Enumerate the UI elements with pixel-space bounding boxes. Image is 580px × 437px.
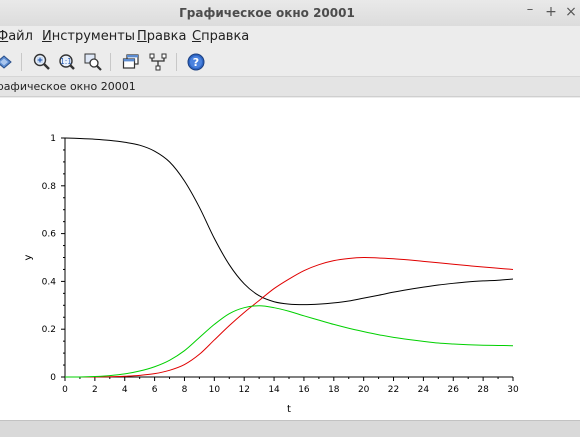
x-tick-label: 20 xyxy=(358,385,370,395)
x-tick-label: 14 xyxy=(268,385,280,395)
zoom-in-icon[interactable] xyxy=(32,52,52,72)
menu-file-mnemonic: Ф xyxy=(0,29,9,44)
maximize-button[interactable]: + xyxy=(545,4,557,20)
series-group xyxy=(64,137,514,378)
minimize-button[interactable]: – xyxy=(526,2,534,17)
zoom-reset-icon[interactable]: 1:1 xyxy=(57,52,77,72)
menu-edit-label: равка xyxy=(146,29,187,44)
toolbar-separator xyxy=(176,53,177,71)
menu-file[interactable]: Файл xyxy=(0,28,33,46)
svg-text:1:1: 1:1 xyxy=(60,57,72,66)
axes xyxy=(61,137,514,381)
x-tick-label: 18 xyxy=(328,385,340,395)
close-button[interactable]: × xyxy=(565,4,577,20)
zoom-area-icon[interactable] xyxy=(83,52,103,72)
series-black-line xyxy=(64,137,514,306)
y-tick-label: 0.6 xyxy=(42,230,57,240)
datatip-icon[interactable] xyxy=(148,52,168,72)
plot-area[interactable]: 0 2 4 6 8 10 12 14 16 18 20 22 24 26 28 30 0 0.2 0.4 0.6 0.8… xyxy=(0,98,580,420)
x-tick-label: 28 xyxy=(477,385,489,395)
x-tick-label: 2 xyxy=(92,385,98,395)
y-tick-label: 0.4 xyxy=(42,277,57,287)
toolbar: 1:1 ? xyxy=(0,48,580,77)
title-bar[interactable]: Графическое окно 20001 – + × xyxy=(0,0,580,26)
help-icon[interactable]: ? xyxy=(186,52,206,72)
series-red-line xyxy=(65,256,514,378)
x-tick-label: 22 xyxy=(388,385,399,395)
toolbar-separator xyxy=(21,53,22,71)
x-tick-label: 8 xyxy=(182,385,188,395)
y-tick-label: 1 xyxy=(50,134,56,144)
x-axis-label: t xyxy=(287,404,291,415)
menu-help-label: правка xyxy=(201,29,250,44)
info-bar: Графическое окно 20001 xyxy=(0,77,580,97)
menu-file-label: айл xyxy=(8,29,33,44)
x-tick-label: 0 xyxy=(62,385,68,395)
window-title: Графическое окно 20001 xyxy=(179,6,355,20)
x-tick-label: 10 xyxy=(209,385,221,395)
menu-help[interactable]: Справка xyxy=(192,28,249,46)
x-tick-label: 12 xyxy=(238,385,249,395)
menu-tools-label: нструменты xyxy=(51,29,136,44)
axis-labels: 0 2 4 6 8 10 12 14 16 18 20 22 24 26 28 3000.20.40.60.8… xyxy=(23,134,519,415)
menu-edit-mnemonic: П xyxy=(137,29,147,44)
rotate-icon[interactable] xyxy=(0,52,14,72)
x-tick-label: 4 xyxy=(122,385,128,395)
menu-help-mnemonic: С xyxy=(192,29,202,44)
info-bar-text: Графическое окно 20001 xyxy=(0,80,136,93)
line-chart[interactable]: 0 2 4 6 8 10 12 14 16 18 20 22 24 26 28 3000.20.40.60.8… xyxy=(0,98,580,420)
y-tick-label: 0.8 xyxy=(42,182,57,192)
x-tick-label: 16 xyxy=(298,385,310,395)
menu-edit[interactable]: Правка xyxy=(137,28,186,46)
y-tick-label: 0.2 xyxy=(42,325,56,335)
toolbar-separator xyxy=(110,53,111,71)
menu-tools-mnemonic: И xyxy=(42,29,52,44)
y-axis-label: y xyxy=(23,254,34,260)
svg-text:?: ? xyxy=(193,56,199,69)
x-tick-label: 24 xyxy=(418,385,430,395)
menu-tools[interactable]: Инструменты xyxy=(42,28,135,46)
x-tick-label: 26 xyxy=(448,385,460,395)
status-bar xyxy=(0,420,580,437)
y-tick-label: 0 xyxy=(50,373,56,383)
figure-window-icon[interactable] xyxy=(121,52,141,72)
menu-bar: Файл Инструменты Правка Справка xyxy=(0,26,580,48)
x-tick-label: 30 xyxy=(507,385,519,395)
series-green-line xyxy=(64,305,514,378)
x-tick-label: 6 xyxy=(152,385,158,395)
